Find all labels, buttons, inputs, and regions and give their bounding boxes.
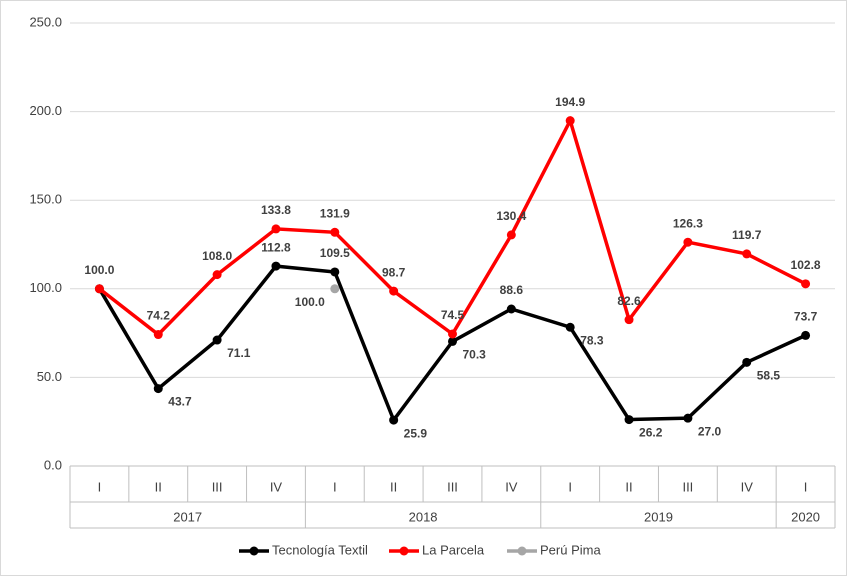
value-label: 43.7 [168,395,192,409]
value-label: 100.0 [84,263,114,277]
value-label: 102.8 [791,258,821,272]
point [742,357,752,367]
point [389,415,399,425]
y-tick-label: 250.0 [29,14,62,29]
y-tick-label: 200.0 [29,103,62,118]
x-tick-label: III [447,479,458,494]
value-label: 58.5 [757,369,781,383]
value-label: 78.3 [580,333,604,347]
value-label: 112.8 [261,240,291,254]
point [153,330,163,340]
value-label: 131.9 [320,206,350,220]
value-label: 74.2 [147,309,171,323]
point [506,230,516,240]
y-tick-label: 0.0 [44,457,62,472]
point [742,249,752,259]
value-label: 26.2 [639,426,663,440]
value-label: 130.4 [496,209,526,223]
point [801,279,811,289]
x-tick-label: III [212,479,223,494]
value-label: 133.8 [261,203,291,217]
point [153,384,163,394]
point [212,270,222,280]
x-tick-label: IV [741,479,754,494]
y-tick-label: 50.0 [37,369,62,384]
value-label: 88.6 [500,283,524,297]
value-label: 100.0 [295,295,325,309]
value-label: 109.5 [320,246,350,260]
point [389,286,399,296]
legend-label: Tecnología Textil [272,542,368,557]
x-tick-label: IV [270,479,283,494]
value-label: 98.7 [382,265,406,279]
group-label: 2020 [791,509,820,524]
value-label: 27.0 [698,424,722,438]
point [271,224,281,234]
point [624,415,634,425]
x-tick-label: III [682,479,693,494]
y-tick-label: 150.0 [29,192,62,207]
group-label: 2018 [409,509,438,524]
point [565,322,575,332]
y-tick-label: 100.0 [29,280,62,295]
point [94,284,104,294]
point [448,336,457,346]
x-tick-label: II [390,479,397,494]
legend-label: La Parcela [422,542,485,557]
point [330,284,340,294]
point [801,330,811,340]
point [683,413,693,423]
x-tick-label: I [804,479,808,494]
point [212,335,222,345]
value-label: 71.1 [227,346,251,360]
value-label: 70.3 [463,348,487,362]
legend-marker [249,546,259,556]
value-label: 82.6 [617,294,641,308]
x-tick-label: I [568,479,572,494]
group-label: 2017 [173,509,202,524]
x-tick-label: II [155,479,162,494]
x-tick-label: IV [505,479,518,494]
value-label: 119.7 [732,228,762,242]
x-tick-label: I [333,479,337,494]
point [624,315,634,325]
point [330,227,340,237]
value-label: 73.7 [794,310,818,324]
value-label: 194.9 [555,95,585,109]
legend-marker [399,546,409,556]
point [330,267,340,277]
point [506,304,516,314]
value-label: 108.0 [202,249,232,263]
value-label: 126.3 [673,216,703,230]
legend-marker [517,546,527,556]
point [565,116,575,126]
x-tick-label: I [98,479,102,494]
point [271,261,281,271]
value-label: 74.5 [441,308,465,322]
value-label: 25.9 [404,426,428,440]
legend-label: Perú Pima [540,542,601,557]
x-tick-label: II [625,479,632,494]
point [683,237,693,247]
group-label: 2019 [644,509,673,524]
point [448,329,457,339]
